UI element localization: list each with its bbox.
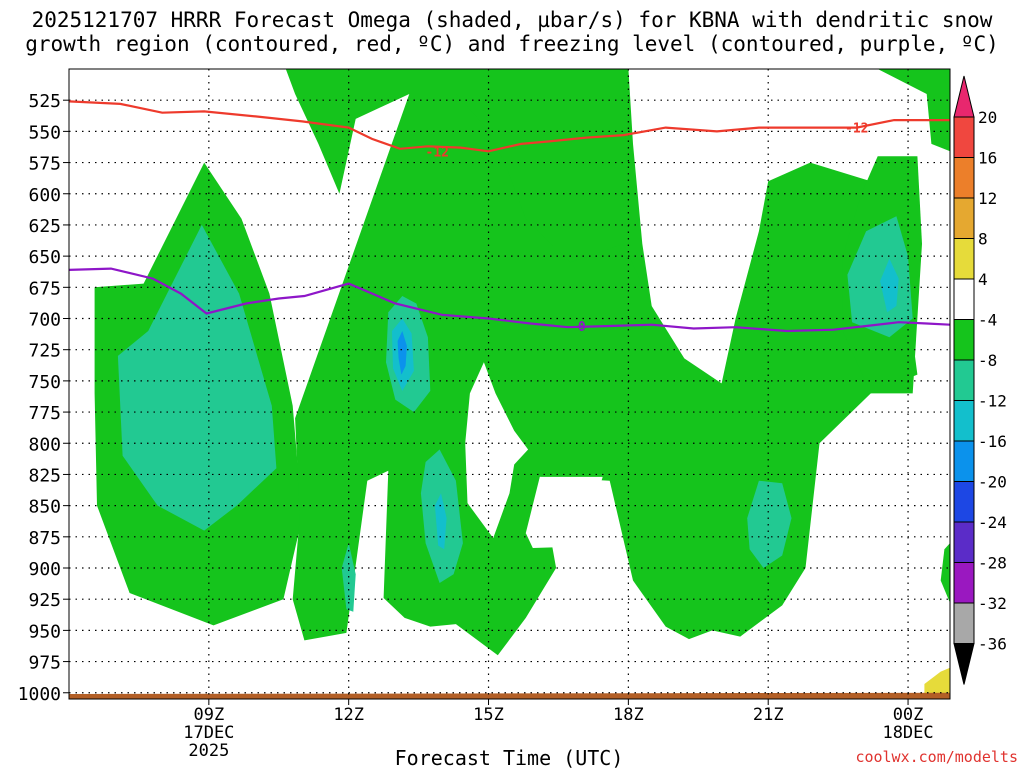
cyan-omega-lower	[434, 493, 447, 550]
x-tick-date-label: 18DEC	[882, 723, 933, 743]
x-axis-label: Forecast Time (UTC)	[395, 746, 624, 768]
contour-label: -12	[845, 122, 868, 137]
y-tick-label: 700	[28, 310, 61, 331]
colorbar-label: 8	[978, 230, 988, 249]
y-tick-label: 675	[28, 278, 61, 299]
y-axis: 525 550 575 600 625 650 675 700 725 750 775 800 825 8…	[18, 91, 69, 705]
green-omega-top-right	[877, 69, 950, 152]
dgz-minus12-contour	[69, 100, 950, 153]
colorbar-top-triangle	[953, 75, 975, 118]
x-tick-label: 12Z	[333, 705, 364, 725]
colorbar-segment	[953, 602, 975, 644]
colorbar-segment	[953, 319, 975, 361]
colorbar-label: 12	[978, 189, 997, 208]
y-tick-label: 850	[28, 497, 61, 518]
colorbar-label: -36	[978, 635, 1007, 654]
y-tick-label: 575	[28, 154, 61, 175]
y-tick-label: 750	[28, 372, 61, 393]
x-tick-label: 00Z	[893, 705, 924, 725]
colorbar-label: -16	[978, 432, 1007, 451]
colorbar-segment	[953, 359, 975, 401]
colorbar-label: -8	[978, 351, 997, 370]
ground-bar	[69, 692, 950, 699]
colorbar-bottom-triangle	[953, 643, 975, 685]
colorbar: 20 16 12 8 4 -4 -8 -12 -16 -20 -24 -28 -32 -36	[953, 75, 1007, 685]
colorbar-label: -12	[978, 392, 1007, 411]
colorbar-segment	[953, 440, 975, 482]
colorbar-segment	[953, 157, 975, 199]
colorbar-label: -28	[978, 554, 1007, 573]
colorbar-label: -32	[978, 594, 1007, 613]
y-tick-label: 900	[28, 559, 61, 580]
y-tick-label: 975	[28, 653, 61, 674]
contour-label: 0	[578, 320, 586, 335]
contour-lines: -12 -12 0	[69, 100, 950, 335]
white-gap-center	[465, 362, 529, 539]
y-tick-label: 650	[28, 247, 61, 268]
cyan-omega-right	[880, 258, 899, 313]
x-tick-label: 09Z	[193, 705, 224, 725]
colorbar-segment	[953, 481, 975, 523]
white-gap-center-2	[525, 476, 603, 548]
colorbar-label: 20	[978, 108, 997, 127]
y-tick-label: 525	[28, 91, 61, 112]
watermark: coolwx.com/modelts	[855, 748, 1018, 766]
y-tick-label: 875	[28, 528, 61, 549]
colorbar-segment	[953, 400, 975, 442]
y-tick-label: 625	[28, 216, 61, 237]
colorbar-segment	[953, 521, 975, 563]
y-tick-label: 925	[28, 590, 61, 611]
green-omega-bottom-right	[940, 543, 950, 603]
teal-omega-right	[847, 216, 913, 338]
colorbar-segment	[953, 116, 975, 158]
y-tick-label: 800	[28, 434, 61, 455]
colorbar-label: 4	[978, 270, 988, 289]
teal-omega-left	[117, 224, 277, 531]
x-tick-label: 18Z	[613, 705, 644, 725]
colorbar-label: -4	[978, 311, 997, 330]
chart-title-line-1: 2025121707 HRRR Forecast Omega (shaded, …	[31, 8, 993, 32]
colorbar-label: -24	[978, 513, 1007, 532]
colorbar-segment	[953, 197, 975, 239]
colorbar-label: 16	[978, 149, 997, 168]
colorbar-segment	[953, 278, 975, 320]
y-tick-label: 950	[28, 621, 61, 642]
chart-title-line-2: growth region (contoured, red, ºC) and f…	[25, 32, 999, 56]
y-tick-label: 775	[28, 403, 61, 424]
freezing-level-0-contour	[69, 267, 950, 333]
contour-label: -12	[426, 145, 449, 160]
x-tick-date-label: 17DEC	[183, 723, 234, 743]
x-tick-label: 21Z	[753, 705, 784, 725]
colorbar-segment	[953, 238, 975, 280]
colorbar-segment	[953, 562, 975, 604]
teal-omega-right-low	[747, 480, 792, 568]
y-tick-label: 600	[28, 185, 61, 206]
x-tick-year-label: 2025	[188, 741, 229, 761]
shaded-regions	[69, 69, 950, 699]
blue-omega-center	[397, 331, 407, 375]
y-tick-label: 825	[28, 465, 61, 486]
yellow-omega-bottom-right	[924, 667, 950, 699]
grid-lines	[69, 69, 950, 699]
x-tick-label: 15Z	[473, 705, 504, 725]
y-tick-label: 1000	[18, 684, 61, 705]
plot-frame	[68, 68, 951, 700]
y-tick-label: 550	[28, 122, 61, 143]
y-tick-label: 725	[28, 341, 61, 362]
colorbar-label: -20	[978, 473, 1007, 492]
